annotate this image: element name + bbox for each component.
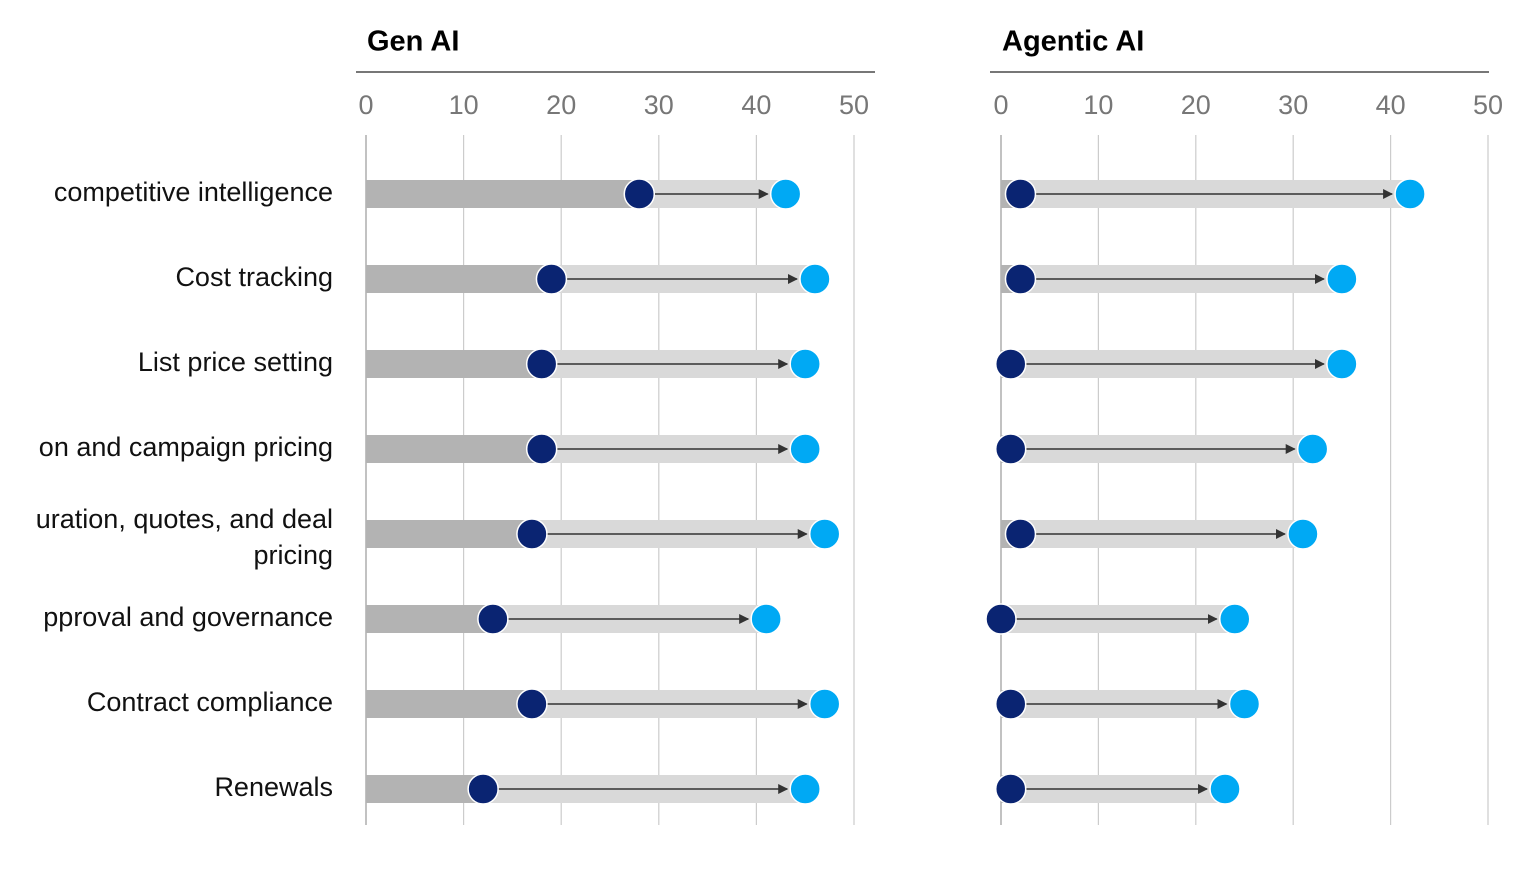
x-tick-label: 50: [839, 90, 869, 120]
dot-start: [994, 773, 1027, 805]
dot-end: [808, 688, 841, 720]
dot-start: [525, 348, 558, 380]
base-bar: [366, 435, 542, 463]
dot-start: [516, 688, 548, 720]
dot-end: [1326, 348, 1358, 380]
category-label: on and campaign pricing: [39, 432, 333, 462]
dot-start: [535, 263, 568, 295]
category-label-line: uration, quotes, and deal: [36, 504, 333, 534]
panel-title: Gen AI: [367, 26, 459, 58]
dot-end: [1394, 178, 1426, 210]
base-bar: [366, 180, 640, 208]
dot-start: [1004, 263, 1037, 295]
x-tick-label: 0: [358, 90, 373, 120]
dot-end: [1228, 688, 1261, 720]
dot-end: [789, 773, 821, 805]
x-tick-label: 10: [449, 90, 479, 120]
category-label: uration, quotes, and deal pricing: [36, 504, 333, 570]
dot-end: [1326, 263, 1358, 295]
dot-start: [516, 518, 548, 550]
dot-start: [1004, 518, 1037, 550]
dot-start: [525, 433, 558, 465]
base-bar: [366, 265, 552, 293]
dot-end: [789, 433, 821, 465]
category-label: Cost tracking: [175, 262, 333, 292]
base-bar: [366, 775, 484, 803]
dot-end: [769, 178, 802, 210]
dot-start: [467, 773, 499, 805]
x-tick-label: 20: [1181, 90, 1211, 120]
dot-start: [623, 178, 656, 210]
x-tick-label: 50: [1473, 90, 1503, 120]
dot-start: [994, 348, 1027, 380]
panel-title: Agentic AI: [1002, 26, 1144, 58]
dot-end: [1296, 433, 1329, 465]
dot-end: [789, 348, 821, 380]
x-tick-label: 30: [644, 90, 674, 120]
dot-end: [799, 263, 831, 295]
category-label-line: pricing: [253, 540, 333, 570]
category-label: Contract compliance: [87, 687, 333, 717]
dot-end: [808, 518, 841, 550]
category-label: pproval and governance: [43, 602, 333, 632]
x-tick-label: 40: [1376, 90, 1406, 120]
x-tick-label: 10: [1083, 90, 1113, 120]
x-tick-label: 30: [1278, 90, 1308, 120]
dot-end: [750, 603, 782, 635]
base-bar: [366, 605, 493, 633]
base-bar: [366, 690, 532, 718]
category-label: Renewals: [214, 772, 333, 802]
x-tick-label: 40: [741, 90, 771, 120]
category-label: competitive intelligence: [54, 177, 333, 207]
dot-end: [1209, 773, 1241, 805]
base-bar: [366, 350, 542, 378]
dot-start: [477, 603, 509, 635]
dot-start: [994, 688, 1027, 720]
dot-start: [985, 603, 1017, 635]
dot-start: [994, 433, 1027, 465]
dot-end: [1287, 518, 1319, 550]
base-bar: [366, 520, 532, 548]
dot-end: [1219, 603, 1251, 635]
dot-start: [1004, 178, 1037, 210]
x-tick-label: 0: [993, 90, 1008, 120]
category-label: List price setting: [138, 347, 333, 377]
x-tick-label: 20: [546, 90, 576, 120]
